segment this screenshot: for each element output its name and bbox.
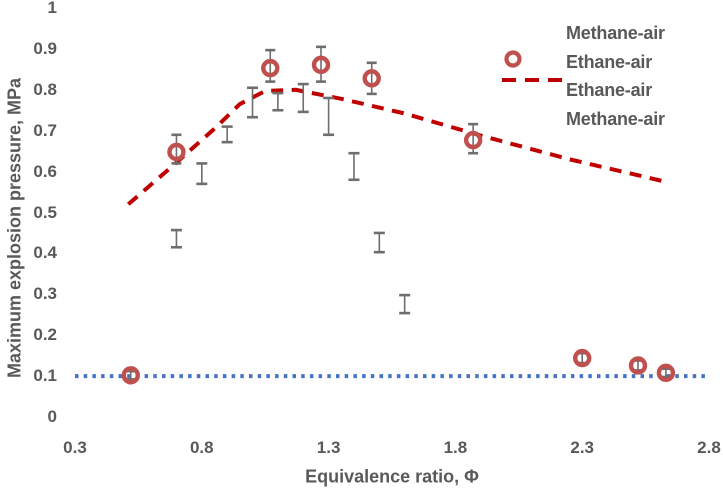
- y-axis-title: Maximum explosion pressure, MPa: [4, 77, 25, 379]
- ethane-dashed-line-glyph-icon: [502, 76, 566, 105]
- y-tick-label: 0.8: [33, 79, 57, 99]
- legend-entry: Ethane-air: [502, 76, 652, 105]
- ethane-ring-marker: [362, 69, 381, 88]
- y-tick-label: 0.4: [33, 243, 57, 263]
- invisible-marker-glyph: [502, 19, 566, 48]
- legend-entry: Methane-air: [502, 19, 665, 48]
- y-tick-label: 0.7: [33, 120, 57, 140]
- legend-entry-label: Methane-air: [566, 23, 665, 43]
- y-tick-label: 0.2: [33, 325, 57, 345]
- ethane-ring-marker: [463, 130, 483, 150]
- ethane-ring-marker: [573, 348, 592, 368]
- x-tick-label: 1.8: [443, 438, 468, 457]
- legend-entry-label: Ethane-air: [566, 80, 653, 100]
- x-tick-label: 0.3: [63, 438, 87, 457]
- ethane-ring-marker: [656, 363, 676, 383]
- y-tick-label: 0: [47, 407, 57, 426]
- ethane-ring-marker: [261, 58, 280, 78]
- legend-entry: Methane-air: [502, 105, 665, 134]
- y-tick-label: 0.1: [33, 366, 57, 386]
- ethane-ring-marker: [167, 142, 186, 162]
- legend-entry-label: Methane-air: [566, 108, 665, 129]
- ethane-ring-marker: [311, 55, 331, 75]
- legend-entry-label: Ethane-air: [566, 51, 653, 72]
- x-axis-title: Equivalence ratio, Φ: [305, 466, 479, 487]
- y-tick-label: 0.5: [33, 202, 57, 222]
- x-tick-label: 0.8: [189, 438, 214, 457]
- x-tick-label: 1.3: [316, 438, 341, 457]
- legend-entry: Ethane-air: [502, 48, 652, 77]
- invisible-marker-glyph: [502, 105, 566, 134]
- x-tick-label: 2.3: [570, 438, 595, 457]
- ethane-ring-marker-glyph-icon: [502, 48, 566, 77]
- ethane-ring-marker: [121, 366, 140, 385]
- ethane-ring-marker: [628, 356, 648, 375]
- y-tick-label: 1: [47, 0, 57, 17]
- ethane-fit-dashed-line: [126, 87, 667, 206]
- y-tick-label: 0.9: [33, 38, 57, 58]
- x-tick-label: 2.8: [697, 438, 721, 457]
- y-tick-label: 0.3: [33, 284, 57, 304]
- y-tick-label: 0.6: [33, 161, 57, 181]
